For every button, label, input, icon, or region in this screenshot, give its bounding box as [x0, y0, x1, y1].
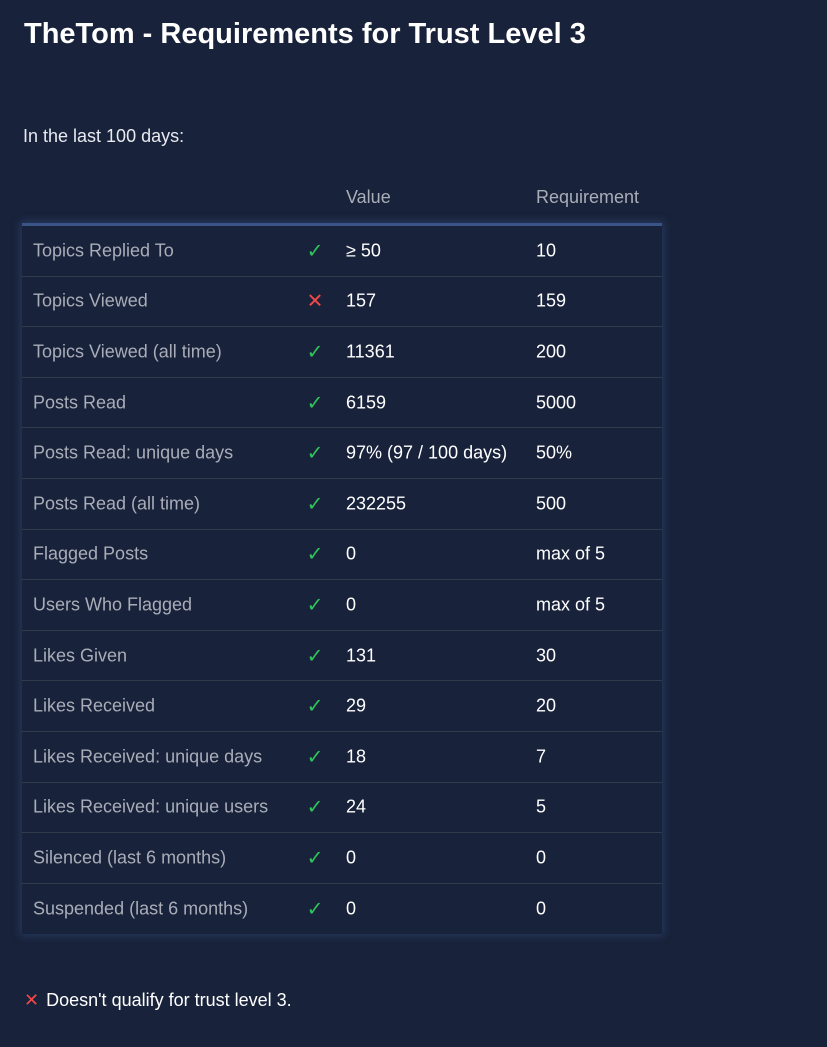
requirement-label: Flagged Posts — [33, 543, 149, 564]
column-header-value: Value — [346, 187, 391, 207]
required-value: max of 5 — [536, 594, 606, 615]
required-value: 50% — [536, 442, 573, 463]
table-row: Topics Replied To ✓ ≥ 50 10 — [22, 226, 662, 277]
requirement-label: Posts Read (all time) — [33, 493, 201, 514]
required-value: 5 — [536, 796, 547, 817]
current-value: 131 — [346, 645, 377, 666]
x-icon: ✕ — [306, 290, 324, 313]
current-value: 0 — [346, 898, 357, 919]
table-row: Posts Read (all time) ✓ 232255 500 — [22, 479, 662, 530]
check-icon: ✓ — [306, 392, 324, 415]
x-icon: ✕ — [24, 990, 40, 1010]
requirement-label: Users Who Flagged — [33, 594, 193, 615]
check-icon: ✓ — [306, 240, 324, 263]
check-icon: ✓ — [306, 645, 324, 668]
current-value: 97% (97 / 100 days) — [346, 442, 508, 463]
table-row: Topics Viewed (all time) ✓ 11361 200 — [22, 327, 662, 378]
requirement-label: Topics Viewed — [33, 290, 148, 311]
check-icon: ✓ — [306, 898, 324, 921]
requirement-label: Topics Replied To — [33, 240, 174, 261]
check-icon: ✓ — [306, 493, 324, 516]
requirement-label: Silenced (last 6 months) — [33, 847, 227, 868]
requirement-label: Likes Received: unique days — [33, 746, 263, 767]
requirement-label: Posts Read: unique days — [33, 442, 234, 463]
check-icon: ✓ — [306, 746, 324, 769]
check-icon: ✓ — [306, 543, 324, 566]
current-value: 157 — [346, 290, 377, 311]
table-row: Suspended (last 6 months) ✓ 0 0 — [22, 884, 662, 935]
result-text: Doesn't qualify for trust level 3. — [46, 990, 292, 1010]
table-row: Posts Read ✓ 6159 5000 — [22, 378, 662, 429]
check-icon: ✓ — [306, 341, 324, 364]
qualification-result: ✕ Doesn't qualify for trust level 3. — [24, 990, 292, 1011]
current-value: 0 — [346, 543, 357, 564]
requirement-label: Likes Given — [33, 645, 128, 666]
requirement-label: Posts Read — [33, 392, 127, 413]
table-row: Likes Given ✓ 131 30 — [22, 631, 662, 682]
page-title: TheTom - Requirements for Trust Level 3 — [24, 18, 586, 50]
table-row: Topics Viewed ✕ 157 159 — [22, 277, 662, 328]
current-value: 232255 — [346, 493, 407, 514]
column-header-requirement: Requirement — [536, 187, 640, 207]
required-value: 0 — [536, 847, 547, 868]
check-icon: ✓ — [306, 594, 324, 617]
required-value: 10 — [536, 240, 557, 261]
requirement-label: Likes Received: unique users — [33, 796, 269, 817]
required-value: 200 — [536, 341, 567, 362]
current-value: 0 — [346, 594, 357, 615]
table-row: Likes Received: unique users ✓ 24 5 — [22, 783, 662, 834]
current-value: 29 — [346, 695, 367, 716]
current-value: 18 — [346, 746, 367, 767]
current-value: 24 — [346, 796, 367, 817]
table-row: Flagged Posts ✓ 0 max of 5 — [22, 530, 662, 581]
current-value: 6159 — [346, 392, 387, 413]
current-value: 11361 — [346, 341, 395, 362]
period-label: In the last 100 days: — [23, 126, 185, 146]
table-row: Users Who Flagged ✓ 0 max of 5 — [22, 580, 662, 631]
required-value: max of 5 — [536, 543, 606, 564]
required-value: 5000 — [536, 392, 577, 413]
check-icon: ✓ — [306, 695, 324, 718]
required-value: 500 — [536, 493, 567, 514]
table-row: Likes Received: unique days ✓ 18 7 — [22, 732, 662, 783]
required-value: 0 — [536, 898, 547, 919]
required-value: 159 — [536, 290, 567, 311]
current-value: ≥ 50 — [346, 240, 381, 261]
table-row: Likes Received ✓ 29 20 — [22, 681, 662, 732]
check-icon: ✓ — [306, 796, 324, 819]
required-value: 7 — [536, 746, 547, 767]
table-row: Silenced (last 6 months) ✓ 0 0 — [22, 833, 662, 884]
requirement-label: Topics Viewed (all time) — [33, 341, 222, 362]
table-row: Posts Read: unique days ✓ 97% (97 / 100 da… — [22, 428, 662, 479]
requirements-table: Topics Replied To ✓ ≥ 50 10 Topics Viewed ✕ 15… — [22, 223, 662, 935]
required-value: 30 — [536, 645, 557, 666]
check-icon: ✓ — [306, 847, 324, 870]
requirement-label: Likes Received — [33, 695, 156, 716]
requirement-label: Suspended (last 6 months) — [33, 898, 249, 919]
required-value: 20 — [536, 695, 557, 716]
current-value: 0 — [346, 847, 357, 868]
check-icon: ✓ — [306, 442, 324, 465]
